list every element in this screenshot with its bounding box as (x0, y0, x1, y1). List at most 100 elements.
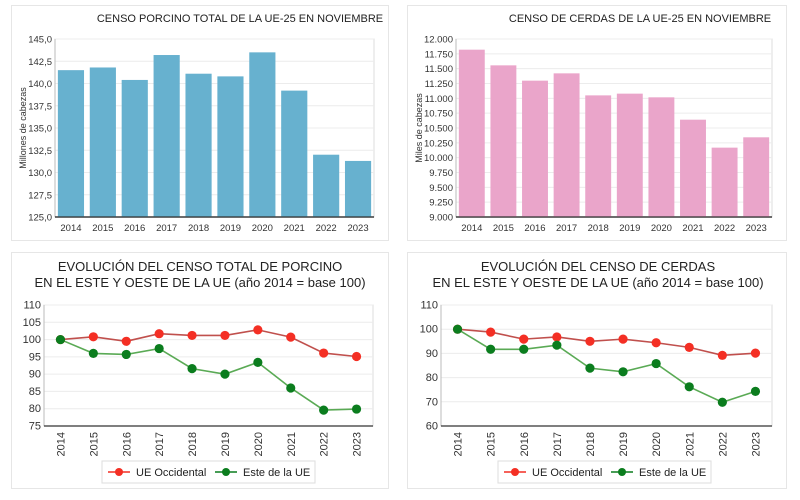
y-tick-label: 9.250 (429, 198, 453, 209)
x-tick-label: 2017 (556, 223, 577, 234)
point-west-2016 (121, 336, 131, 346)
bar-2015 (89, 67, 116, 217)
plot-area (440, 304, 773, 427)
y-tick-label: 10.750 (424, 109, 453, 120)
bar-2023 (344, 160, 372, 217)
chart3-subtitle: EN EL ESTE Y OESTE DE LA UE (año 2014 = … (34, 275, 365, 290)
legend-west-label: UE Occidental (532, 467, 602, 479)
x-tick-label: 2018 (187, 432, 199, 456)
legend-east-marker (222, 468, 230, 476)
chart4-title: EVOLUCIÓN DEL CENSO DE CERDAS (481, 259, 716, 274)
bar-2021 (680, 119, 706, 217)
x-tick-label: 2019 (220, 432, 232, 456)
series-line-west (457, 328, 756, 357)
x-tick-label: 2016 (519, 432, 531, 456)
x-tick-label: 2017 (552, 432, 564, 456)
legend-west-label: UE Occidental (136, 467, 206, 479)
x-tick-label: 2016 (121, 432, 133, 456)
point-west-2019 (220, 330, 230, 341)
point-west-2018 (187, 330, 197, 341)
x-tick-label: 2022 (714, 223, 735, 234)
x-tick-label: 2022 (717, 432, 729, 456)
point-east-2017 (154, 343, 164, 354)
point-east-2018 (187, 364, 197, 374)
x-tick-label: 2022 (319, 432, 331, 456)
point-east-2018 (585, 363, 595, 373)
point-east-2020 (253, 357, 263, 367)
y-tick-label: 90 (29, 369, 41, 381)
x-tick-label: 2015 (493, 223, 514, 234)
x-tick-label: 2014 (461, 223, 482, 234)
point-east-2021 (286, 383, 296, 393)
series-line-west (60, 329, 357, 358)
x-tick-label: 2022 (316, 223, 337, 234)
x-tick-label: 2021 (684, 432, 696, 456)
point-east-2022 (319, 405, 329, 415)
y-tick-label: 10.500 (424, 124, 453, 135)
x-tick-label: 2017 (154, 432, 166, 456)
x-tick-label: 2014 (453, 432, 465, 456)
y-tick-label: 127,5 (28, 190, 52, 201)
point-east-2021 (684, 382, 694, 392)
point-west-2018 (585, 336, 595, 346)
x-tick-label: 2021 (682, 223, 703, 234)
point-west-2022 (319, 348, 329, 358)
point-west-2023 (351, 351, 362, 362)
x-tick-label: 2018 (588, 223, 609, 234)
y-tick-label: 9.750 (429, 168, 453, 179)
y-tick-label: 70 (426, 396, 438, 408)
chart2-ylabel: Miles de cabezas (414, 93, 424, 163)
point-east-2023 (351, 404, 362, 414)
x-tick-label: 2020 (651, 223, 672, 234)
y-tick-label: 105 (23, 317, 41, 329)
x-tick-label: 2023 (750, 432, 762, 456)
bar-2021 (281, 90, 308, 217)
point-east-2023 (750, 386, 761, 396)
legend-east-label: Este de la UE (639, 467, 706, 479)
x-tick-label: 2016 (124, 223, 145, 234)
y-tick-label: 140,0 (28, 79, 52, 90)
point-east-2014 (55, 334, 66, 345)
y-tick-label: 135,0 (28, 124, 52, 135)
point-west-2020 (651, 338, 661, 348)
chart3-title: EVOLUCIÓN DEL CENSO TOTAL DE PORCINO (58, 259, 342, 274)
bar-2014 (57, 70, 85, 218)
x-tick-label: 2023 (352, 432, 364, 456)
bar-2016 (522, 80, 548, 217)
chart2-title: CENSO DE CERDAS DE LA UE-25 EN NOVIEMBRE (509, 13, 771, 25)
bar-2018 (585, 95, 612, 217)
x-tick-label: 2014 (60, 223, 81, 234)
chart1-title: CENSO PORCINO TOTAL DE LA UE-25 EN NOVIE… (97, 13, 383, 25)
x-tick-label: 2020 (253, 432, 265, 456)
y-tick-label: 137,5 (28, 101, 52, 112)
bar-2015 (490, 65, 517, 218)
chart4-subtitle: EN EL ESTE Y OESTE DE LA UE (año 2014 = … (432, 275, 763, 290)
point-east-2022 (717, 397, 727, 407)
chart4-legend: UE Occidental Este de la UE (497, 460, 712, 484)
y-tick-label: 11.000 (425, 94, 453, 105)
point-west-2019 (618, 334, 628, 344)
point-west-2022 (717, 350, 727, 360)
x-tick-label: 2016 (524, 223, 545, 234)
legend-east-label: Este de la UE (243, 467, 310, 479)
x-tick-label: 2019 (618, 432, 630, 456)
x-tick-label: 2017 (156, 223, 177, 234)
y-tick-label: 75 (29, 421, 41, 433)
point-west-2021 (684, 342, 694, 352)
y-tick-label: 145,0 (28, 35, 52, 46)
point-east-2016 (121, 349, 131, 360)
y-tick-label: 12.000 (424, 35, 453, 46)
legend-west-marker (115, 468, 123, 476)
series-line-east (457, 328, 756, 404)
x-tick-label: 2018 (585, 432, 597, 456)
y-tick-label: 11.750 (425, 49, 453, 60)
x-tick-label: 2020 (252, 223, 273, 234)
point-east-2016 (519, 344, 529, 354)
y-tick-label: 130,0 (28, 168, 52, 179)
x-tick-label: 2015 (88, 432, 100, 456)
bar-2022 (313, 154, 340, 217)
bar-2020 (249, 52, 276, 217)
bar-2016 (121, 79, 148, 217)
point-west-2015 (486, 327, 496, 337)
y-tick-label: 85 (29, 386, 41, 398)
